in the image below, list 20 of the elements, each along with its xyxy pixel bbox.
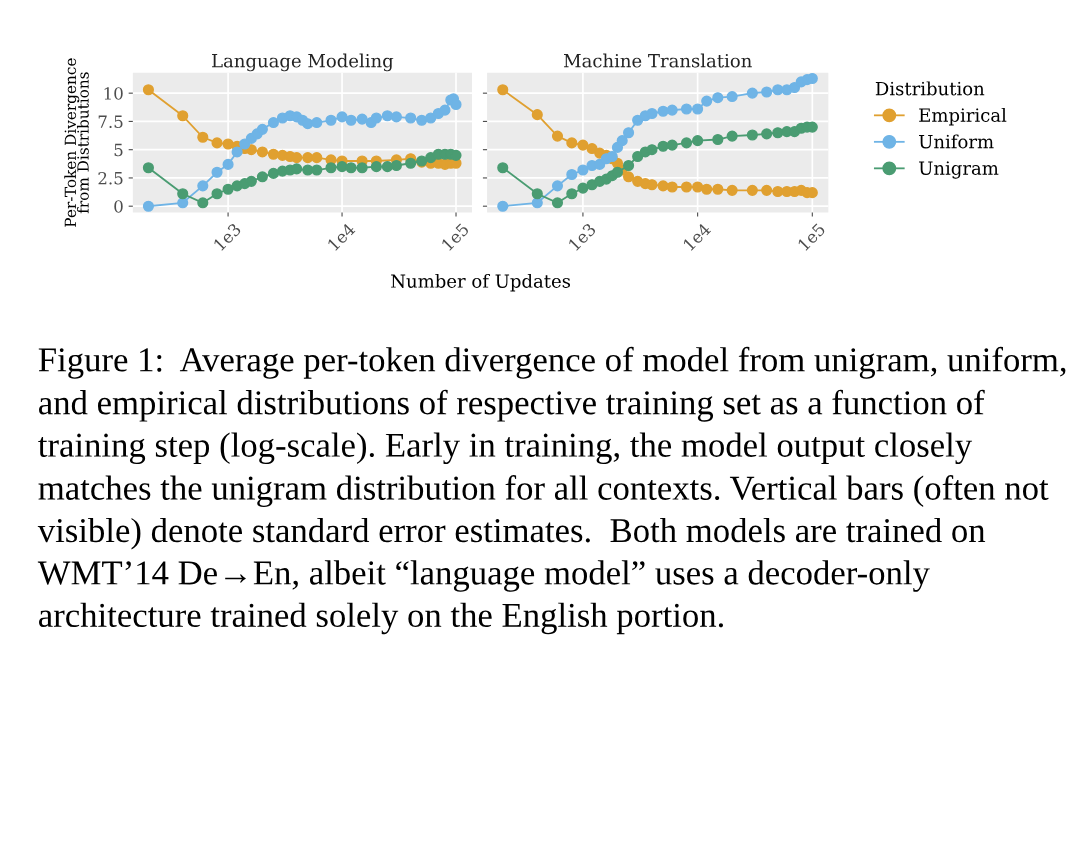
- legend-label: Uniform: [919, 134, 994, 149]
- x-tick-label: 1e3: [567, 222, 597, 252]
- x-tick-label: 1e5: [797, 222, 826, 252]
- x-tick-label: 1e5: [440, 222, 470, 252]
- y-tick-label: 0: [114, 200, 123, 213]
- y-tick-label: 5: [114, 143, 123, 157]
- x-tick-label: 1e4: [327, 222, 356, 252]
- y-tick-label: 2.5: [98, 171, 123, 185]
- legend-label: Unigram: [919, 161, 999, 179]
- chart-title: Language Modeling: [212, 53, 394, 72]
- legend-title: Distribution: [875, 81, 985, 96]
- x-axis-title: Number of Updates: [391, 273, 571, 292]
- x-tick-label: 1e4: [682, 222, 712, 252]
- x-tick-label: 1e3: [213, 222, 242, 252]
- chart-title: Machine Translation: [564, 53, 752, 68]
- legend-label: Empirical: [919, 107, 1007, 126]
- y-axis-title: Per-Token Divergence from Distributions: [64, 58, 89, 227]
- caption: Figure 1: Average per-token divergence of model from unigram, uniform, and empirical distributions of respective training set as a function of training step (log-scale). Early in training, the model output closely matches the unigram distribution for all contexts. Vertical bars (often not visible) denote standard error estimates. Both models are trained on WMT’14 De→En, albeit “language model” uses a decoder-only architecture trained solely on the English portion.: [37, 346, 1066, 635]
- y-tick-label: 7.5: [98, 115, 123, 128]
- y-tick-label: 10: [104, 87, 123, 100]
